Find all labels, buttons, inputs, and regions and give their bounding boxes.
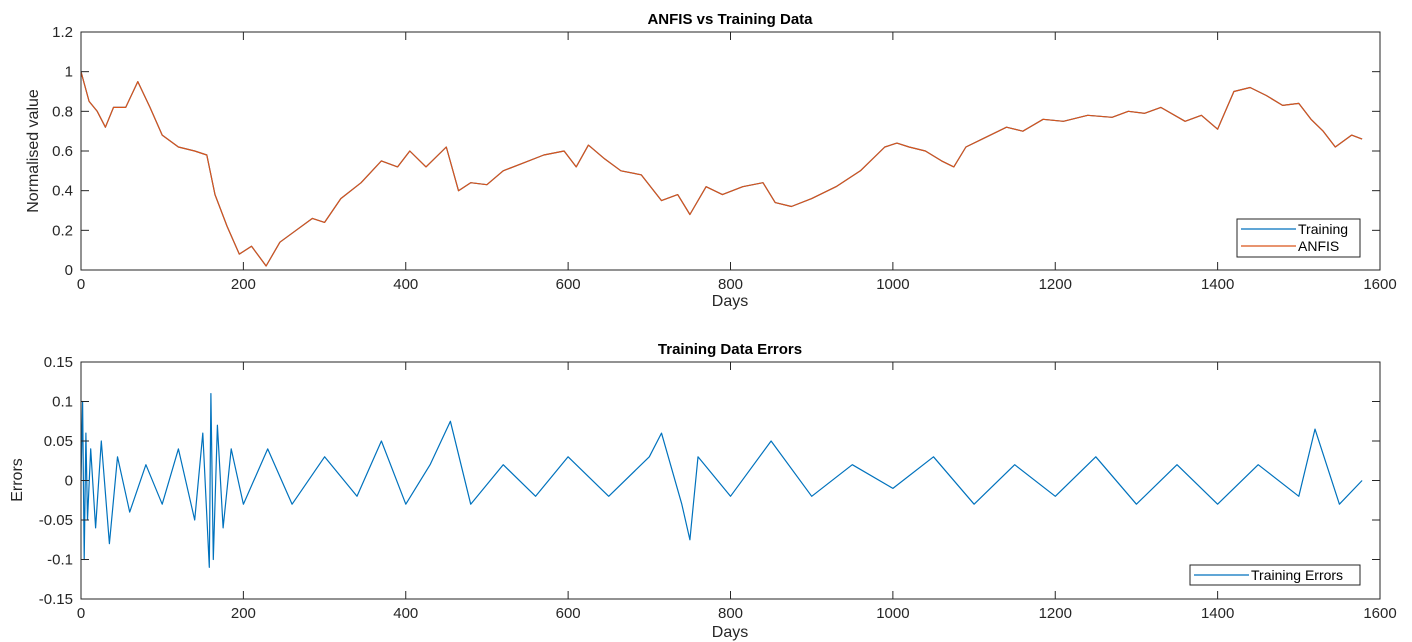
bottom-chart-title: Training Data Errors — [658, 341, 802, 358]
y-tick-label: -0.05 — [39, 512, 73, 529]
top-y-axis-label: Normalised value — [25, 89, 42, 213]
y-tick-label: 0.2 — [52, 222, 73, 239]
legend-training-label: Training — [1298, 221, 1348, 237]
x-tick-label: 200 — [231, 276, 256, 293]
y-tick-label: 0.4 — [52, 183, 73, 200]
x-tick-label: 0 — [77, 605, 85, 622]
top-legend-box — [1236, 218, 1361, 258]
top-chart-title: ANFIS vs Training Data — [647, 11, 813, 28]
x-tick-label: 0 — [77, 276, 85, 293]
y-tick-label: 1 — [65, 64, 73, 81]
y-tick-label: 0.8 — [52, 103, 73, 120]
top-legend: Training ANFIS — [1236, 218, 1361, 258]
top-axes-frame — [80, 31, 1381, 271]
bottom-legend: Training Errors — [1189, 564, 1361, 586]
y-tick-label: 1.2 — [52, 24, 73, 41]
y-tick-label: 0.15 — [44, 354, 73, 371]
y-tick-label: 0 — [65, 262, 73, 279]
x-tick-label: 1400 — [1201, 276, 1234, 293]
bottom-x-axis-label: Days — [712, 624, 748, 641]
legend-training-errors-label: Training Errors — [1251, 567, 1343, 583]
x-tick-label: 1200 — [1039, 276, 1072, 293]
x-tick-label: 1600 — [1363, 276, 1396, 293]
y-tick-label: -0.15 — [39, 591, 73, 608]
x-tick-label: 1000 — [876, 276, 909, 293]
top-subplot: ANFIS vs Training Data 0 200 400 600 800 1000… — [25, 11, 1397, 310]
y-tick-label: 0.1 — [52, 394, 73, 411]
y-tick-label: 0 — [65, 473, 73, 490]
top-x-axis-label: Days — [712, 293, 748, 310]
x-tick-label: 1000 — [876, 605, 909, 622]
x-tick-label: 1200 — [1039, 605, 1072, 622]
y-tick-label: -0.1 — [47, 552, 73, 569]
x-tick-label: 800 — [718, 276, 743, 293]
x-tick-label: 800 — [718, 605, 743, 622]
bottom-axes-frame — [80, 361, 1381, 600]
series-line-training-errors — [80, 393, 1363, 569]
bottom-legend-box — [1189, 564, 1361, 586]
x-tick-label: 600 — [556, 605, 581, 622]
x-tick-label: 200 — [231, 605, 256, 622]
x-tick-label: 400 — [393, 276, 418, 293]
series-line-training — [80, 71, 1363, 267]
legend-anfis-label: ANFIS — [1298, 238, 1339, 254]
x-tick-label: 600 — [556, 276, 581, 293]
x-tick-label: 1600 — [1363, 605, 1396, 622]
series-line-anfis — [80, 71, 1363, 267]
bottom-subplot: Training Data Errors 0 200 400 600 800 1000 12… — [9, 341, 1397, 641]
y-tick-label: 0.05 — [44, 433, 73, 450]
y-tick-label: 0.6 — [52, 143, 73, 160]
bottom-y-axis-label: Errors — [9, 458, 26, 502]
x-tick-label: 400 — [393, 605, 418, 622]
x-tick-label: 1400 — [1201, 605, 1234, 622]
